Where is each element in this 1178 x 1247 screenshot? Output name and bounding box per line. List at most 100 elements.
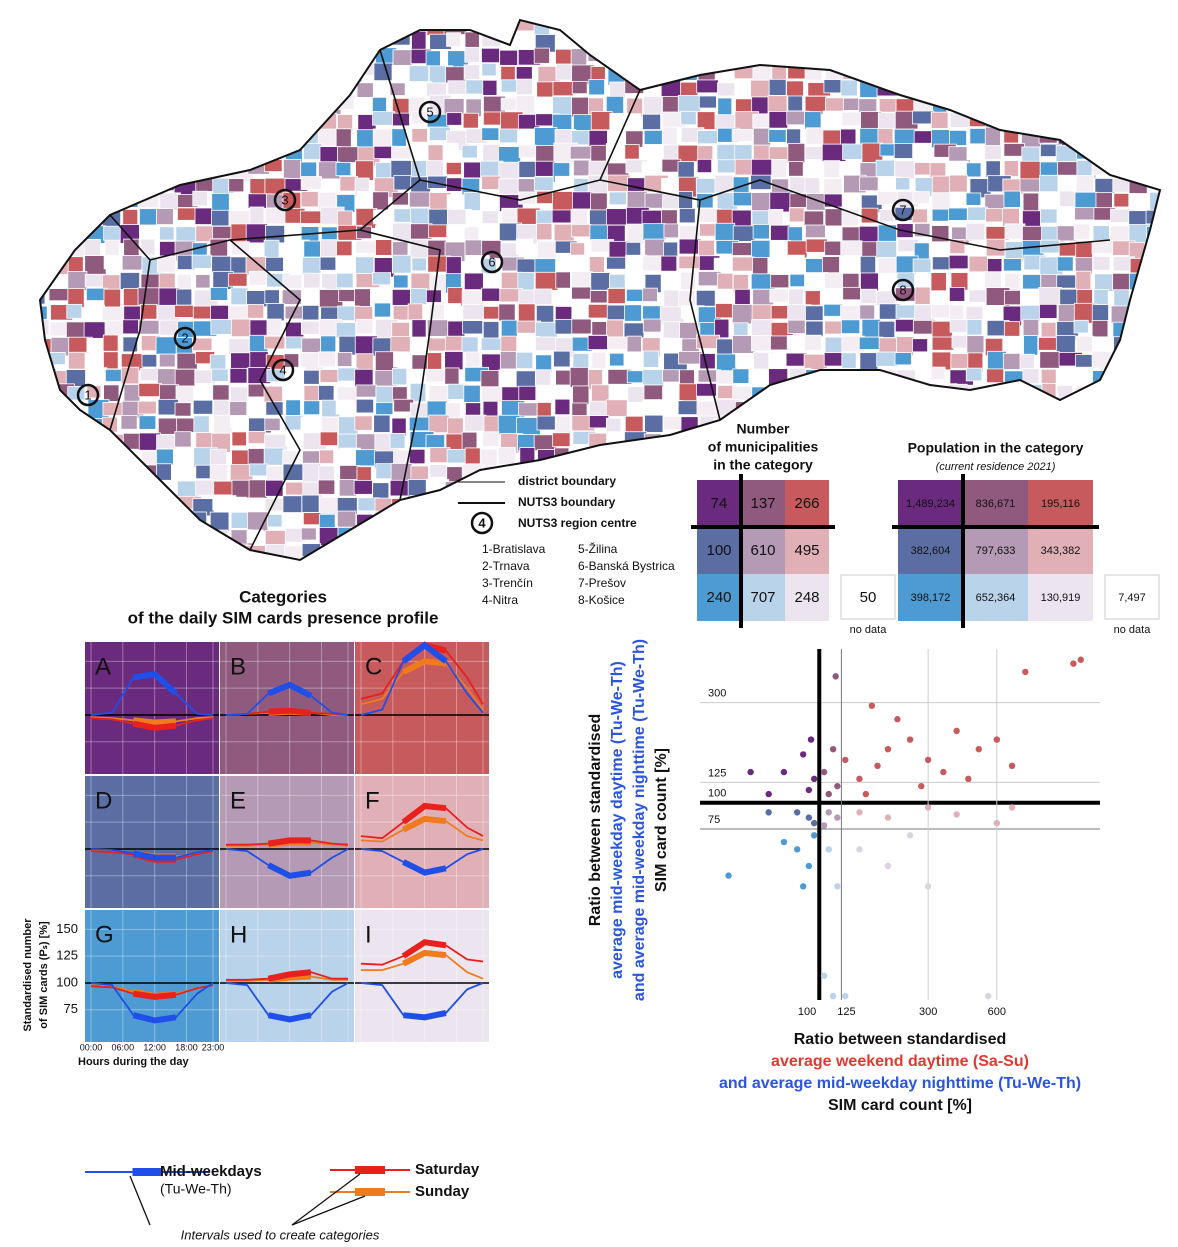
map-cell: [447, 225, 465, 243]
map-cell: [302, 81, 326, 94]
map-cell: [34, 561, 51, 574]
point: [842, 993, 848, 999]
map-cell: [966, 97, 983, 115]
map-cell: [320, 64, 337, 83]
map-cell: [913, 82, 929, 101]
map-cell: [1093, 560, 1113, 573]
map-cell: [481, 338, 503, 350]
map-cell: [661, 530, 684, 547]
chart-subtitle: of the daily SIM cards presence profile: [128, 608, 439, 627]
map-cell: [1076, 336, 1093, 352]
map-cell: [123, 547, 140, 559]
map-cell: [1130, 48, 1145, 64]
point: [1009, 804, 1015, 810]
map-cell: [1004, 338, 1019, 350]
map-cell: [464, 415, 486, 431]
map-cell: [626, 242, 641, 256]
map-cell: [987, 369, 1004, 383]
map-cell: [48, 49, 69, 61]
point: [832, 673, 838, 679]
map-cell: [1005, 383, 1021, 401]
map-cell: [376, 19, 399, 38]
y-tick-label: 300: [708, 688, 726, 700]
map-cell: [805, 291, 820, 305]
map-cell: [1165, 31, 1178, 44]
map-cell: [301, 528, 316, 540]
map-cell: [842, 497, 860, 516]
map-cell: [644, 528, 664, 543]
map-cell: [429, 498, 445, 515]
map-cell: [141, 128, 158, 141]
map-cell: [1167, 303, 1178, 321]
map-cell: [931, 367, 945, 380]
map-cell: [753, 257, 768, 275]
map-cell: [51, 481, 68, 501]
map-cell: [375, 240, 391, 256]
map-cell: [895, 401, 914, 416]
map-cell: [555, 399, 570, 415]
region-name: 6-Banská Bystrica: [578, 559, 675, 573]
map-cell: [949, 161, 968, 175]
point: [953, 811, 959, 817]
map-cell: [195, 82, 215, 94]
map-cell: [861, 466, 880, 486]
map-cell: [31, 177, 51, 191]
map-cell: [1128, 115, 1145, 133]
map-cell: [286, 482, 304, 495]
map-cell: [679, 544, 700, 560]
map-cell: [481, 48, 499, 62]
map-cell: [1093, 256, 1110, 270]
map-cell: [1040, 352, 1060, 369]
map-cell: [572, 97, 590, 117]
map-cell: [805, 147, 824, 160]
map-cell: [265, 290, 280, 304]
map-cell: [1077, 112, 1097, 128]
map-cell: [1128, 480, 1145, 499]
map-cell: [1111, 34, 1125, 47]
map-cell: [229, 112, 248, 125]
map-cell: [158, 545, 179, 564]
map-cell: [160, 17, 177, 31]
map-cell: [300, 560, 317, 579]
map-cell: [879, 99, 898, 113]
map-cell: [175, 83, 189, 97]
map-cell: [304, 370, 320, 384]
map-cell: [895, 386, 917, 403]
map-cell: [1039, 113, 1058, 126]
map-cell: [966, 47, 987, 66]
map-cell: [356, 33, 371, 50]
map-cell: [1076, 176, 1093, 193]
map-cell: [1096, 400, 1111, 416]
map-cell: [48, 115, 64, 128]
map-cell: [1040, 175, 1060, 191]
map-cell: [1167, 83, 1178, 97]
map-cell: [318, 480, 334, 494]
map-cell: [1131, 161, 1152, 180]
map-cell: [1114, 290, 1137, 307]
map-cell: [861, 415, 880, 432]
map-cell: [302, 305, 318, 320]
point: [806, 787, 812, 793]
map-cell: [68, 416, 89, 429]
point: [834, 883, 840, 889]
map-cell: [106, 529, 125, 543]
map-cell: [286, 400, 301, 416]
map-cell: [249, 271, 266, 285]
map-cell: [1166, 273, 1178, 286]
map-cell: [1112, 514, 1133, 529]
map-cell: [752, 305, 773, 320]
map-cell: [1020, 161, 1040, 181]
map-cell: [770, 289, 788, 302]
map-cell: [1149, 35, 1169, 47]
map-cell: [228, 80, 251, 95]
map-cell: [916, 367, 932, 381]
map-cell: [1094, 530, 1108, 543]
map-cell: [32, 239, 47, 255]
map-cell: [1147, 289, 1161, 303]
map-cell: [949, 287, 964, 301]
map-cell: [898, 416, 916, 430]
map-cell: [1094, 433, 1111, 447]
map-cell: [589, 416, 608, 428]
map-cell: [1113, 66, 1136, 82]
map-cell: [572, 272, 593, 288]
